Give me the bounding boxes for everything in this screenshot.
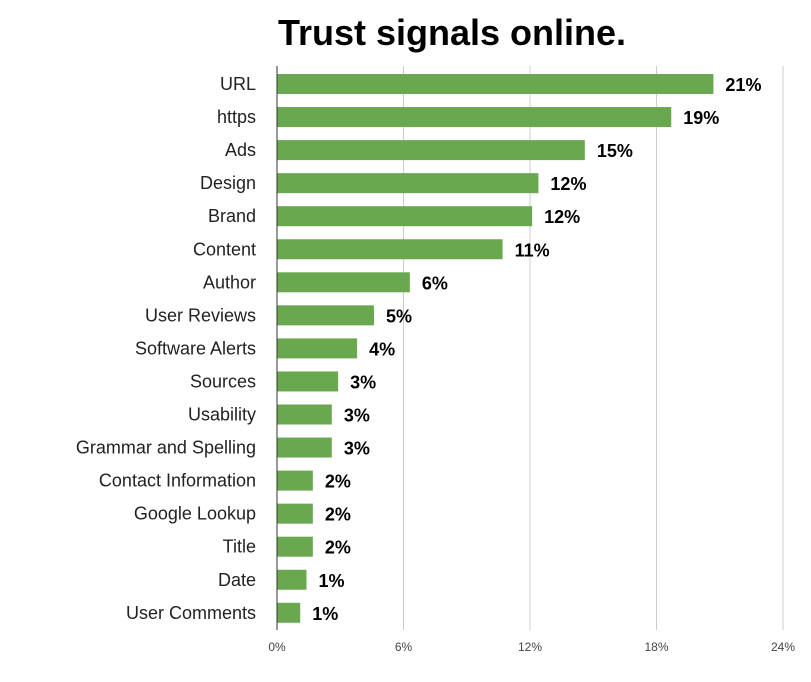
data-label: 4%: [369, 339, 395, 359]
bar: [277, 305, 374, 326]
category-label: Usability: [188, 405, 256, 425]
category-label: Title: [223, 537, 256, 557]
category-label: URL: [220, 74, 256, 94]
category-label: User Reviews: [145, 305, 256, 325]
category-label: Brand: [208, 206, 256, 226]
bar: [277, 503, 313, 524]
bar: [277, 569, 307, 590]
data-label: 12%: [544, 207, 580, 227]
category-label: Design: [200, 173, 256, 193]
data-label: 5%: [386, 306, 412, 326]
bar: [277, 107, 672, 128]
bar: [277, 437, 332, 458]
bar: [277, 371, 339, 392]
x-tick-label: 12%: [518, 640, 542, 654]
data-label: 3%: [344, 439, 370, 459]
data-label: 2%: [325, 538, 351, 558]
bar: [277, 470, 313, 491]
chart-title: Trust signals online.: [277, 12, 627, 53]
x-tick-label: 0%: [268, 640, 286, 654]
x-tick-label: 6%: [395, 640, 413, 654]
category-label: Software Alerts: [135, 338, 256, 358]
bar: [277, 536, 313, 557]
data-label: 6%: [422, 273, 448, 293]
bar: [277, 140, 585, 161]
bar: [277, 338, 358, 359]
data-label: 2%: [325, 472, 351, 492]
bar: [277, 74, 714, 94]
category-label: Sources: [190, 371, 256, 391]
category-label: Content: [193, 239, 256, 259]
category-label: Ads: [225, 140, 256, 160]
data-label: 3%: [350, 372, 376, 392]
category-label: Google Lookup: [134, 504, 256, 524]
bar: [277, 206, 533, 227]
data-label: 3%: [344, 406, 370, 426]
category-label: Author: [203, 272, 256, 292]
category-label: Date: [218, 570, 256, 590]
data-label: 11%: [515, 240, 550, 260]
category-label: https: [217, 107, 256, 127]
bar: [277, 602, 301, 623]
bar: [277, 239, 503, 260]
data-label: 21%: [725, 75, 761, 95]
data-label: 19%: [683, 108, 719, 128]
data-label: 1%: [312, 604, 338, 624]
data-label: 2%: [325, 505, 351, 525]
category-label: Grammar and Spelling: [76, 438, 256, 458]
bar: [277, 404, 332, 425]
category-label: Contact Information: [99, 471, 256, 491]
data-label: 15%: [597, 141, 633, 161]
data-label: 12%: [550, 174, 586, 194]
bar: [277, 272, 410, 293]
data-label: 1%: [319, 571, 345, 591]
x-tick-label: 24%: [771, 640, 795, 654]
bar: [277, 173, 539, 194]
category-label: User Comments: [126, 603, 256, 623]
x-tick-label: 18%: [644, 640, 668, 654]
